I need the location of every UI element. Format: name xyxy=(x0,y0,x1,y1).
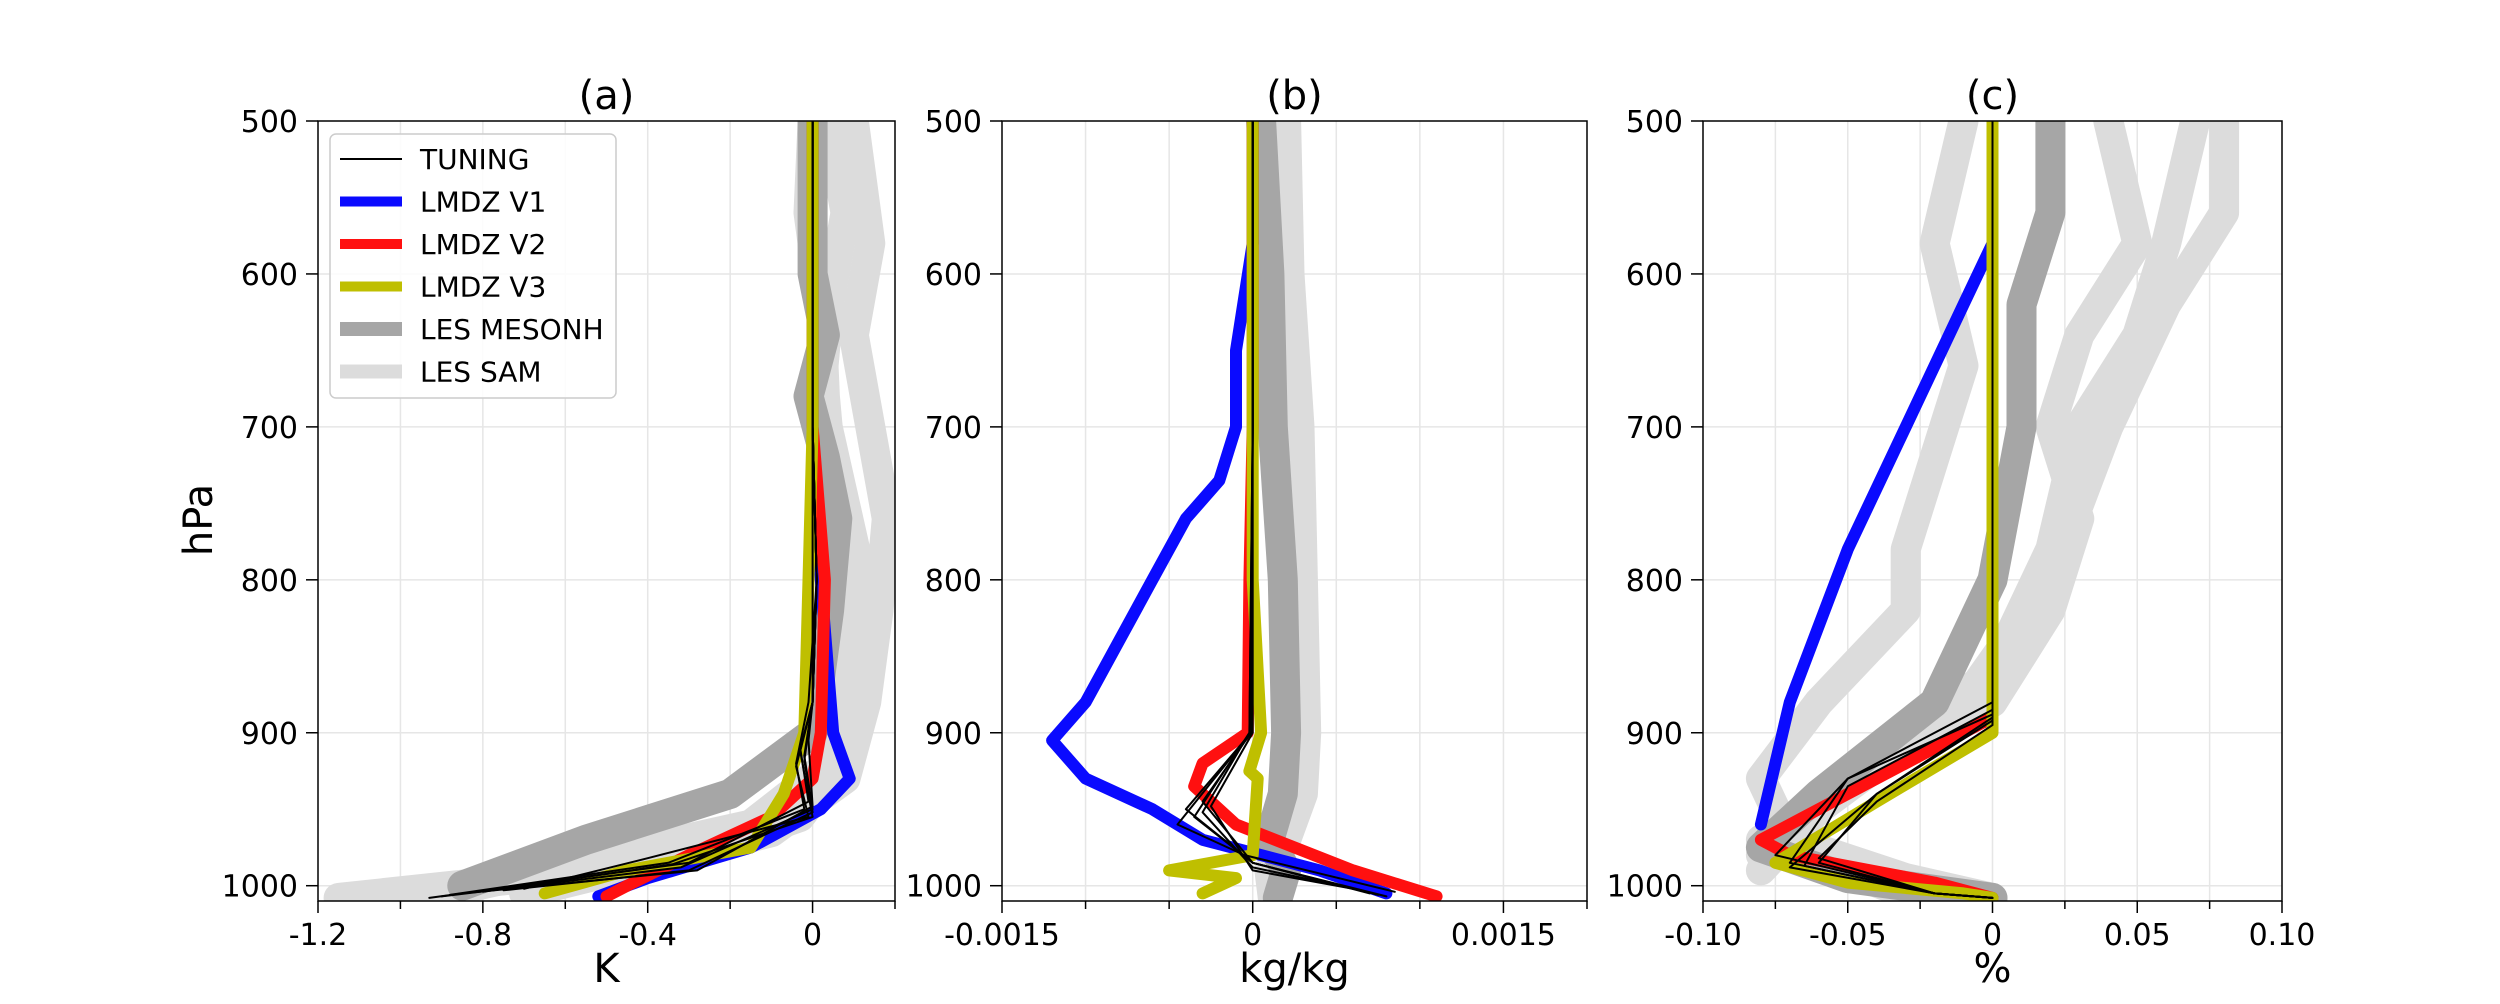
y-tick-label: 1000 xyxy=(222,870,298,905)
series-line-lmdz-v3 xyxy=(1769,121,1999,901)
panel-c: -0.10 -0.05 0 0.05 0.10 500 600 700 800 900 1000 (c… xyxy=(1607,73,2316,992)
x-tick-label: 0 xyxy=(1983,918,2002,953)
panel-b-frame xyxy=(1001,120,1588,902)
legend-label: LMDZ V3 xyxy=(420,271,546,304)
series-line-les-mesonh xyxy=(447,121,853,901)
panel-a-frame xyxy=(317,120,896,902)
series-line-les-mesonh xyxy=(1246,121,1302,901)
y-tick-label: 800 xyxy=(1626,564,1683,599)
panel-c-y-ticks: 500 600 700 800 900 1000 xyxy=(1607,105,1703,905)
y-tick-label: 600 xyxy=(241,258,298,293)
x-tick-label: -1.2 xyxy=(289,918,348,953)
y-tick-label: 1000 xyxy=(906,870,982,905)
panel-b-series xyxy=(1046,121,1443,901)
panel-c-title: (c) xyxy=(1966,73,2019,119)
y-tick-label: 700 xyxy=(241,411,298,446)
y-axis-label: hPa xyxy=(176,484,222,556)
series-line-tuning-6 xyxy=(1817,121,1994,899)
series-line-tuning-7 xyxy=(523,121,818,890)
x-tick-label: -0.0015 xyxy=(944,918,1060,953)
legend-label: LMDZ V1 xyxy=(420,186,546,219)
panel-c-series xyxy=(1745,121,2240,901)
panel-b-y-ticks: 500 600 700 800 900 1000 xyxy=(906,105,1002,905)
x-tick-label: -0.4 xyxy=(618,918,677,953)
panel-a-series xyxy=(323,121,895,901)
series-line-lmdz-v1 xyxy=(1046,121,1393,900)
y-tick-label: 700 xyxy=(925,411,982,446)
legend-item-lmdz-v2: LMDZ V2 xyxy=(340,228,546,261)
y-tick-label: 600 xyxy=(925,258,982,293)
panel-b-x-ticks: -0.0015 0 0.0015 xyxy=(944,901,1588,953)
legend-item-les-sam: LES SAM xyxy=(340,356,542,389)
legend-label: LES MESONH xyxy=(420,313,604,346)
y-tick-label: 900 xyxy=(1626,717,1683,752)
x-tick-label: 0.0015 xyxy=(1451,918,1556,953)
panel-a-x-ticks: -1.2 -0.8 -0.4 0 xyxy=(289,901,896,953)
series-line-les-sam-2 xyxy=(509,121,895,901)
legend-item-lmdz-v1: LMDZ V1 xyxy=(340,186,546,219)
y-tick-label: 500 xyxy=(925,105,982,140)
panel-b-title: (b) xyxy=(1266,73,1323,119)
y-tick-label: 900 xyxy=(241,717,298,752)
x-tick-label: 0.10 xyxy=(2249,918,2316,953)
y-tick-label: 800 xyxy=(241,564,298,599)
panel-a: -1.2 -0.8 -0.4 0 500 600 700 800 900 1000 (a) K xyxy=(222,73,896,992)
legend-item-les-mesonh: LES MESONH xyxy=(340,313,604,346)
y-tick-label: 700 xyxy=(1626,411,1683,446)
panel-a-title: (a) xyxy=(579,73,635,119)
legend-label: LMDZ V2 xyxy=(420,228,546,261)
x-tick-label: -0.8 xyxy=(454,918,513,953)
panel-a-y-ticks: 500 600 700 800 900 1000 xyxy=(222,105,318,905)
x-tick-label: -0.10 xyxy=(1664,918,1742,953)
y-tick-label: 500 xyxy=(241,105,298,140)
y-tick-label: 800 xyxy=(925,564,982,599)
panel-c-x-ticks: -0.10 -0.05 0 0.05 0.10 xyxy=(1664,901,2315,953)
y-tick-label: 600 xyxy=(1626,258,1683,293)
series-line-lmdz-v2 xyxy=(1754,121,1999,901)
y-tick-label: 900 xyxy=(925,717,982,752)
legend-label: TUNING xyxy=(419,143,529,176)
panel-b: -0.0015 0 0.0015 500 600 700 800 900 1000 (b) kg/k… xyxy=(906,73,1588,992)
legend-label: LES SAM xyxy=(420,356,542,389)
x-tick-label: 0 xyxy=(1243,918,1262,953)
y-tick-label: 1000 xyxy=(1607,870,1683,905)
panel-c-x-axis-label: % xyxy=(1973,946,2011,992)
legend-item-tuning: TUNING xyxy=(340,143,529,176)
legend: TUNING LMDZ V1 LMDZ V2 LMDZ V3 LES MESONH LES… xyxy=(329,133,617,399)
panel-b-x-axis-label: kg/kg xyxy=(1239,946,1350,992)
panel-a-x-axis-label: K xyxy=(593,946,621,992)
x-tick-label: 0 xyxy=(803,918,822,953)
series-line-tuning-6 xyxy=(1209,121,1354,890)
x-tick-label: 0.05 xyxy=(2104,918,2171,953)
x-tick-label: -0.05 xyxy=(1809,918,1887,953)
legend-item-lmdz-v3: LMDZ V3 xyxy=(340,271,546,304)
y-tick-label: 500 xyxy=(1626,105,1683,140)
